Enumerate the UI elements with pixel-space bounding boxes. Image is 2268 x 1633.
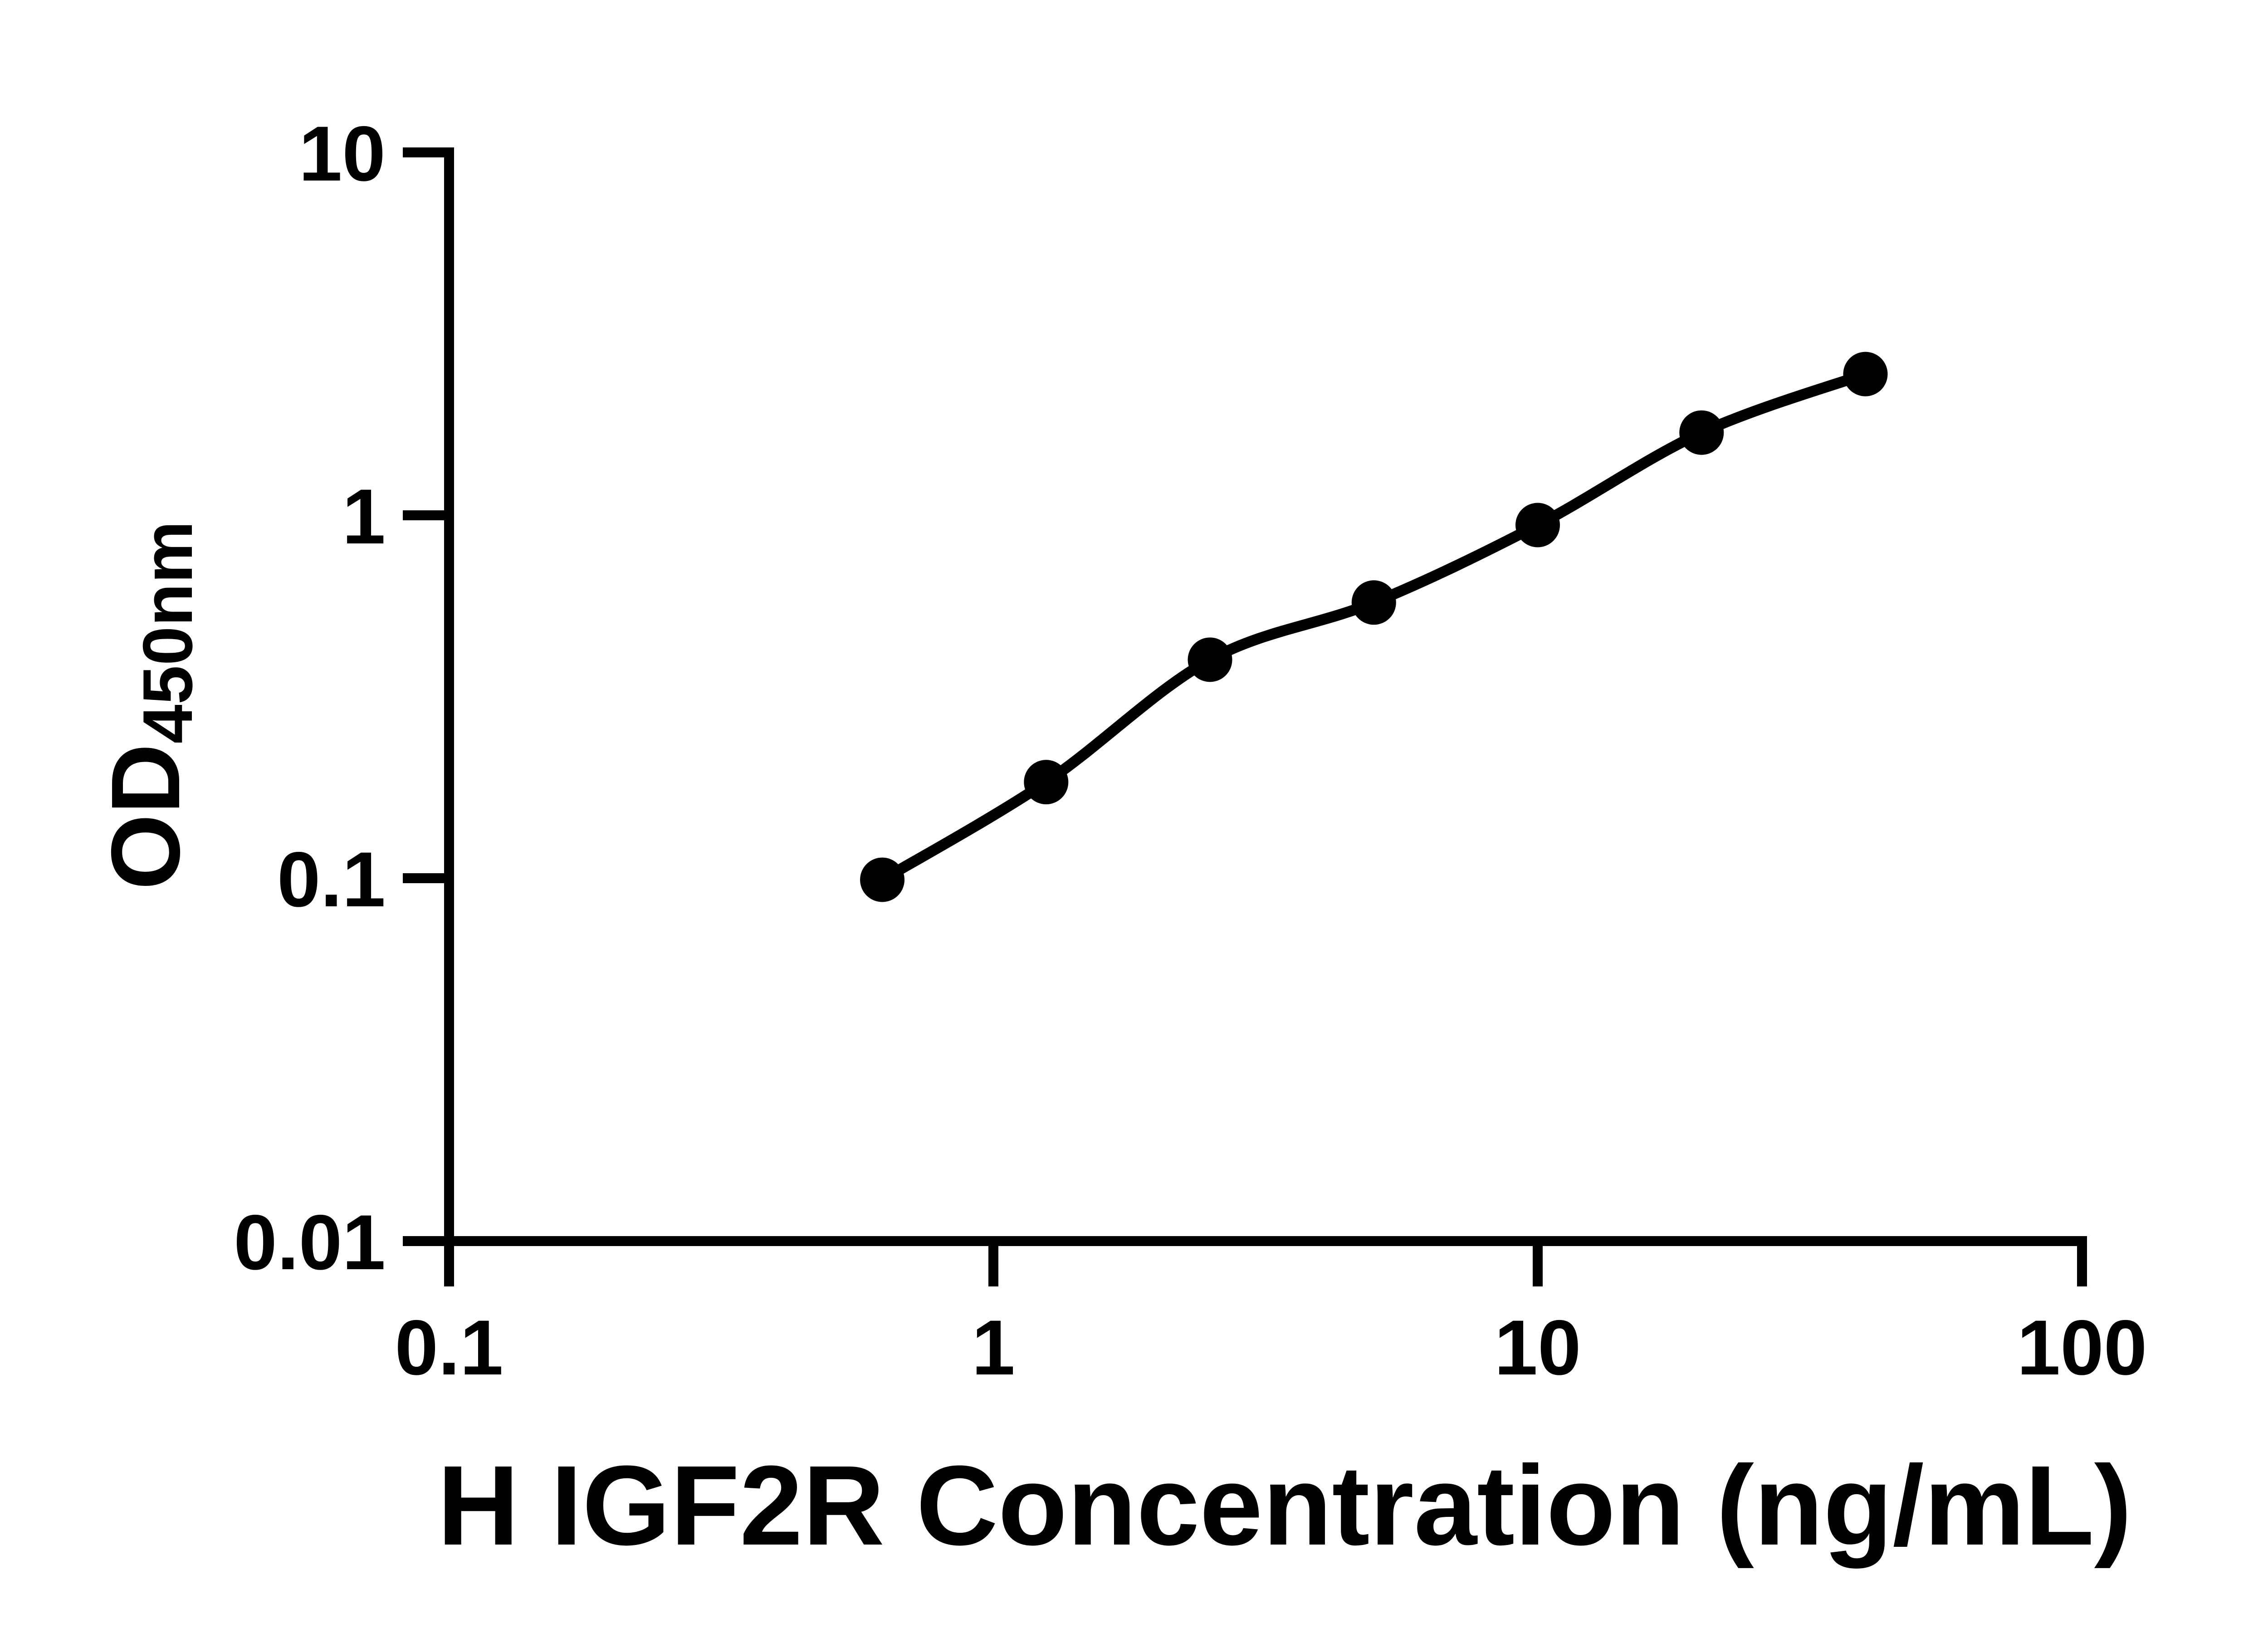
data-point-marker-5 — [1679, 410, 1724, 455]
x-tick-labels: 0.1 1 10 100 — [395, 1304, 2147, 1391]
data-point-marker-2 — [1188, 637, 1232, 682]
y-axis-title: OD450nm — [91, 521, 207, 890]
y-tick-label-10: 10 — [299, 110, 386, 197]
y-tick-label-0-01: 0.01 — [234, 1199, 386, 1286]
x-tick-label-10: 10 — [1494, 1304, 1581, 1391]
y-tick-label-0-1: 0.1 — [277, 836, 386, 923]
data-point-marker-1 — [1024, 760, 1069, 805]
x-tick-label-0-1: 0.1 — [395, 1304, 503, 1391]
x-tick-label-100: 100 — [2017, 1304, 2147, 1391]
fit-curve-line — [879, 369, 1867, 885]
axes — [444, 147, 2087, 1286]
y-axis-title-subscript: 450nm — [128, 521, 207, 743]
x-axis-title: H IGF2R Concentration (ng/mL) — [437, 1442, 2132, 1569]
x-tick-label-1: 1 — [972, 1304, 1015, 1391]
data-point-marker-6 — [1843, 352, 1888, 396]
data-point-marker-3 — [1351, 580, 1396, 625]
y-tick-label-1: 1 — [342, 473, 386, 560]
y-tick-labels: 10 1 0.1 0.01 — [234, 110, 386, 1286]
data-point-marker-0 — [860, 857, 905, 902]
y-axis-title-base: OD — [91, 743, 200, 890]
y-tick-marks — [403, 147, 449, 1246]
x-tick-marks — [444, 1241, 2087, 1286]
data-series — [860, 352, 1888, 902]
data-point-marker-4 — [1515, 503, 1560, 548]
